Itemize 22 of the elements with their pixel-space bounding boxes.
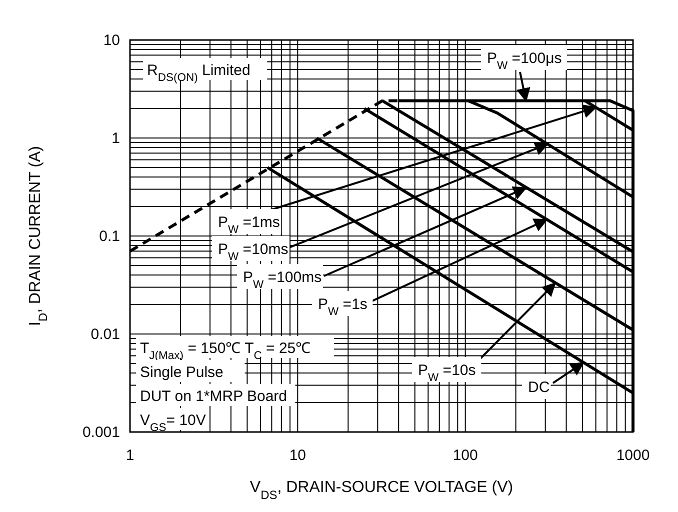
annotation: R$_{DS(ON)}$ Limited [147,62,250,84]
y-tick-label: 10 [103,32,120,49]
annotation: T$_{J(Max)}$ = 150℃ T$_{C}$ = 25℃ [140,340,311,362]
y-tick-label: 0.01 [90,326,120,343]
annotation: Single Pulse [140,364,224,381]
annotation: P$_{W}$ =100ms [243,269,322,291]
x-tick-label: 10 [289,447,306,464]
x-tick-label: 100 [452,447,478,464]
y-tick-label: 0.1 [99,228,120,245]
annotation: DUT on 1*MRP Board [140,388,288,405]
annotation: P$_{W}$ =10ms [218,241,288,263]
annotation: P$_{W}$ =1s [318,296,368,318]
annotation: DC [528,379,550,396]
annotation: P$_{W}$ =100μs [487,50,562,72]
annotation: V$_{GS}$= 10V [140,412,206,434]
annotation: P$_{W}$ =1ms [218,214,280,236]
annotation: P$_{W}$ =10s [418,362,476,384]
y-tick-label: 0.001 [82,424,120,441]
x-tick-label: 1000 [616,447,650,464]
y-tick-label: 1 [112,130,120,147]
x-axis-title: V$_{DS}$, DRAIN-SOURCE VOLTAGE (V) [250,479,514,502]
x-tick-label: 1 [126,447,134,464]
